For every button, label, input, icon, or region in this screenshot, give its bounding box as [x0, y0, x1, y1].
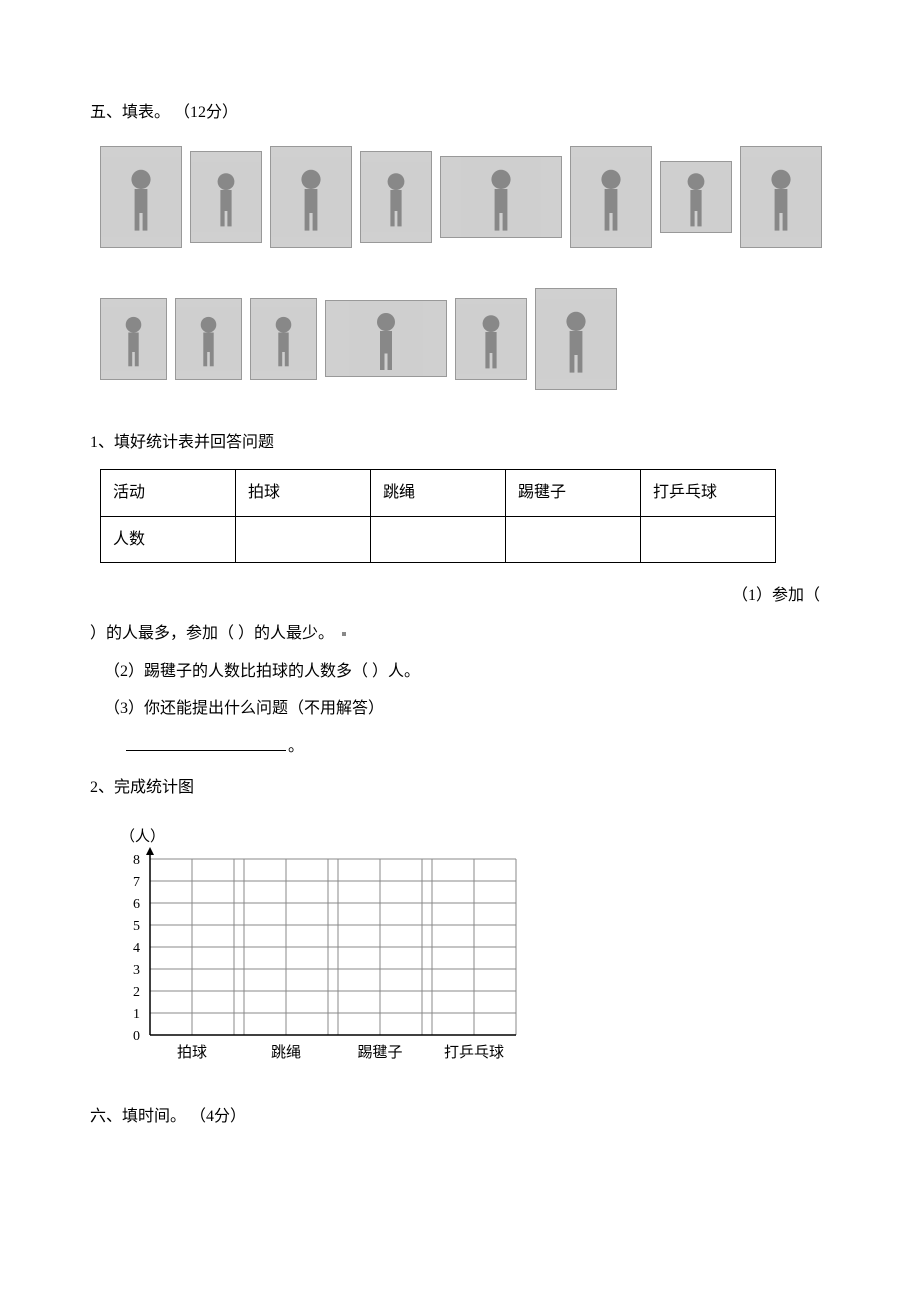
- y-tick-label: 0: [133, 1029, 140, 1044]
- y-tick-label: 3: [133, 963, 140, 978]
- q1-3-blank: 。: [124, 734, 830, 760]
- q1-1-wrap: （1）参加（: [90, 583, 830, 609]
- y-tick-label: 2: [133, 985, 140, 1000]
- table-cell-blank[interactable]: [371, 516, 506, 563]
- y-tick-label: 8: [133, 853, 140, 868]
- activity-image: [190, 151, 262, 243]
- activity-image: [535, 288, 617, 390]
- x-category-label: 拍球: [177, 1044, 207, 1061]
- table-cell-blank[interactable]: [506, 516, 641, 563]
- table-header-pingpong: 打乒乓球: [641, 470, 776, 517]
- activity-image: [100, 298, 167, 380]
- activity-image: [325, 300, 447, 377]
- q2-intro: 2、完成统计图: [90, 775, 830, 801]
- q1-3: （3）你还能提出什么问题（不用解答）: [104, 696, 830, 722]
- activity-image: [360, 151, 432, 243]
- stats-table: 活动 拍球 跳绳 踢毽子 打乒乓球 人数: [100, 469, 776, 563]
- activity-image: [440, 156, 562, 238]
- q1-2: （2）踢毽子的人数比拍球的人数多（ ）人。: [104, 659, 830, 685]
- section-5-title: 五、填表。 （12分）: [90, 100, 830, 126]
- table-header-paiqiu: 拍球: [236, 470, 371, 517]
- q1-3-suffix: 。: [288, 738, 304, 755]
- image-row-2: [100, 288, 830, 390]
- section-6-title: 六、填时间。 （4分）: [90, 1104, 830, 1130]
- y-axis-label: （人）: [120, 828, 165, 845]
- x-category-label: 打乒乓球: [444, 1044, 504, 1061]
- y-tick-label: 1: [133, 1007, 140, 1022]
- bar-chart-area: （人） 8 7 6 5 4 3 2 1 0 拍球 跳绳 踢毽子 打乒乓球: [100, 815, 830, 1084]
- q1-intro: 1、填好统计表并回答问题: [90, 430, 830, 456]
- activity-image: [175, 298, 242, 380]
- y-tick-label: 7: [133, 875, 140, 890]
- bar-chart: （人） 8 7 6 5 4 3 2 1 0 拍球 跳绳 踢毽子 打乒乓球: [100, 815, 530, 1075]
- q1-1-mid-text: ）的人最多，参加（ ）的人最少。: [90, 625, 334, 642]
- q1-1-mid: ）的人最多，参加（ ）的人最少。: [90, 621, 830, 647]
- activity-image: [570, 146, 652, 248]
- x-category-label: 踢毽子: [357, 1044, 402, 1061]
- activity-image: [100, 146, 182, 248]
- table-header-tijianzi: 踢毽子: [506, 470, 641, 517]
- activity-image: [250, 298, 317, 380]
- y-tick-label: 5: [133, 919, 140, 934]
- y-tick-label: 4: [133, 941, 140, 956]
- activity-image: [740, 146, 822, 248]
- table-row-people: 人数: [101, 516, 236, 563]
- activity-image: [455, 298, 527, 380]
- activity-image: [660, 161, 732, 233]
- y-tick-label: 6: [133, 897, 140, 912]
- table-cell-blank[interactable]: [236, 516, 371, 563]
- q1-1-pre: （1）参加（: [732, 587, 820, 604]
- dot-marker-icon: [342, 632, 346, 636]
- table-row: 活动 拍球 跳绳 踢毽子 打乒乓球: [101, 470, 776, 517]
- image-row-1: [100, 146, 830, 248]
- table-cell-blank[interactable]: [641, 516, 776, 563]
- table-header-activity: 活动: [101, 470, 236, 517]
- table-header-tiaosheng: 跳绳: [371, 470, 506, 517]
- x-category-label: 跳绳: [271, 1044, 301, 1061]
- fill-blank[interactable]: [126, 734, 286, 751]
- table-row: 人数: [101, 516, 776, 563]
- activity-image: [270, 146, 352, 248]
